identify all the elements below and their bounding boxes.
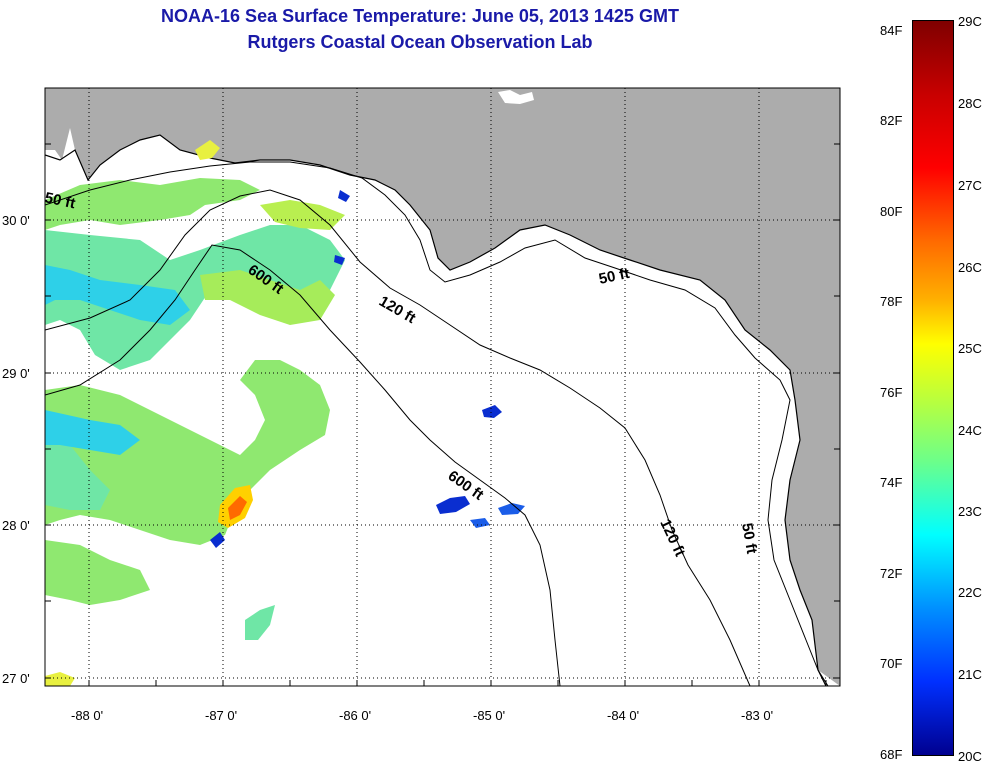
colorbar-f-80: 80F xyxy=(880,204,903,219)
contour-label-50ft-west: 50 ft xyxy=(43,189,77,212)
colorbar-c-28: 28C xyxy=(958,96,982,111)
coastline xyxy=(45,134,827,686)
map-subtitle: Rutgers Coastal Ocean Observation Lab xyxy=(247,32,593,52)
land-mass xyxy=(45,88,840,686)
contour-50ft xyxy=(45,161,829,686)
lat-label-30: 30 0' xyxy=(2,213,30,228)
colorbar-f-72: 72F xyxy=(880,566,903,581)
map-title: NOAA-16 Sea Surface Temperature: June 05… xyxy=(161,6,679,26)
lon-label-83: -83 0' xyxy=(741,708,773,723)
colorbar-c-23: 23C xyxy=(958,504,982,519)
sst-data-layer xyxy=(45,140,525,686)
temperature-colorbar xyxy=(912,20,954,756)
tick-marks xyxy=(45,143,840,686)
contour-120ft xyxy=(45,189,751,686)
colorbar-f-76: 76F xyxy=(880,385,903,400)
colorbar-c-29: 29C xyxy=(958,14,982,29)
contour-label-50ft-south: 50 ft xyxy=(738,522,760,555)
lon-label-85: -85 0' xyxy=(473,708,505,723)
colorbar-c-22: 22C xyxy=(958,585,982,600)
colorbar-c-27: 27C xyxy=(958,178,982,193)
lat-label-29: 29 0' xyxy=(2,366,30,381)
lon-label-88: -88 0' xyxy=(71,708,103,723)
contour-label-120ft-south: 120 ft xyxy=(656,517,688,560)
colorbar-f-68: 68F xyxy=(880,747,903,762)
colorbar-c-25: 25C xyxy=(958,341,982,356)
colorbar-f-84: 84F xyxy=(880,23,903,38)
lat-label-28: 28 0' xyxy=(2,518,30,533)
colorbar-f-82: 82F xyxy=(880,113,903,128)
inland-lake xyxy=(498,90,534,104)
colorbar-c-20: 20C xyxy=(958,749,982,764)
graticule xyxy=(45,88,840,686)
colorbar-f-74: 74F xyxy=(880,475,903,490)
contour-label-50ft-east: 50 ft xyxy=(597,265,631,288)
lon-label-84: -84 0' xyxy=(607,708,639,723)
lon-label-87: -87 0' xyxy=(205,708,237,723)
colorbar-f-70: 70F xyxy=(880,656,903,671)
lat-label-27: 27 0' xyxy=(2,671,30,686)
colorbar-f-78: 78F xyxy=(880,294,903,309)
colorbar-c-21: 21C xyxy=(958,667,982,682)
lon-label-86: -86 0' xyxy=(339,708,371,723)
colorbar-c-24: 24C xyxy=(958,423,982,438)
colorbar-c-26: 26C xyxy=(958,260,982,275)
map-frame xyxy=(44,87,841,687)
contour-label-120ft-north: 120 ft xyxy=(376,293,418,327)
